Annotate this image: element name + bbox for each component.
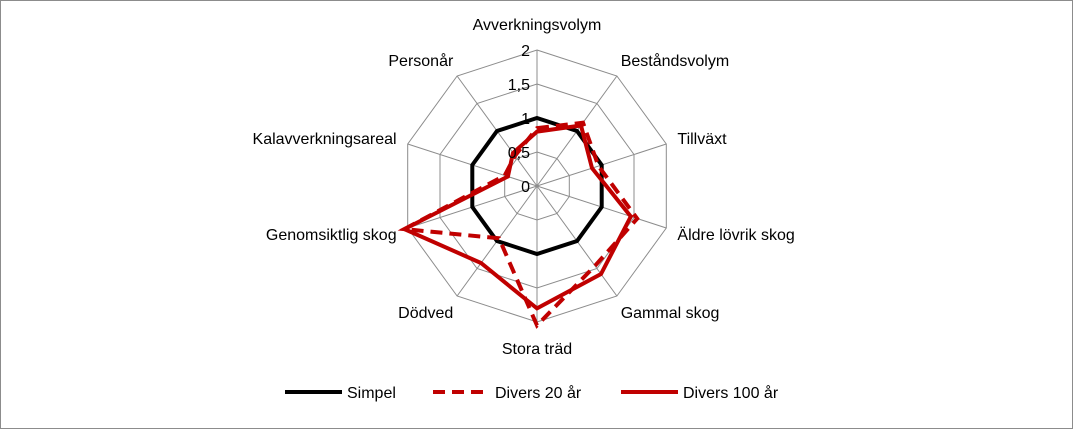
legend-label: Divers 20 år (495, 384, 582, 402)
tick-label: 2 (521, 43, 530, 60)
category-labels: Avverkningsvolym Beståndsvolym Tillväxt Äld… (253, 17, 795, 358)
tick-label: 1 (521, 111, 530, 128)
series-line-2 (399, 123, 634, 311)
category-label: Genomsiktlig skog (266, 227, 397, 244)
category-label: Avverkningsvolym (473, 17, 602, 34)
category-label: Kalavverkningsareal (253, 131, 397, 148)
legend-label: Divers 100 år (683, 384, 779, 402)
legend: Simpel Divers 20 år Divers 100 år (285, 384, 779, 402)
tick-label: 0,5 (508, 145, 530, 162)
tick-label: 0 (521, 179, 530, 196)
tick-labels: 0 0,5 1 1,5 2 (508, 43, 530, 196)
category-label: Stora träd (502, 341, 572, 358)
category-label: Dödved (398, 305, 453, 322)
category-label: Gammal skog (621, 305, 720, 322)
category-label: Personår (388, 52, 454, 70)
legend-label: Simpel (347, 385, 396, 402)
category-label: Äldre lövrik skog (677, 226, 794, 244)
series-layer (397, 115, 640, 329)
category-label: Beståndsvolym (621, 52, 730, 70)
tick-label: 1,5 (508, 77, 530, 94)
category-label: Tillväxt (677, 131, 727, 148)
